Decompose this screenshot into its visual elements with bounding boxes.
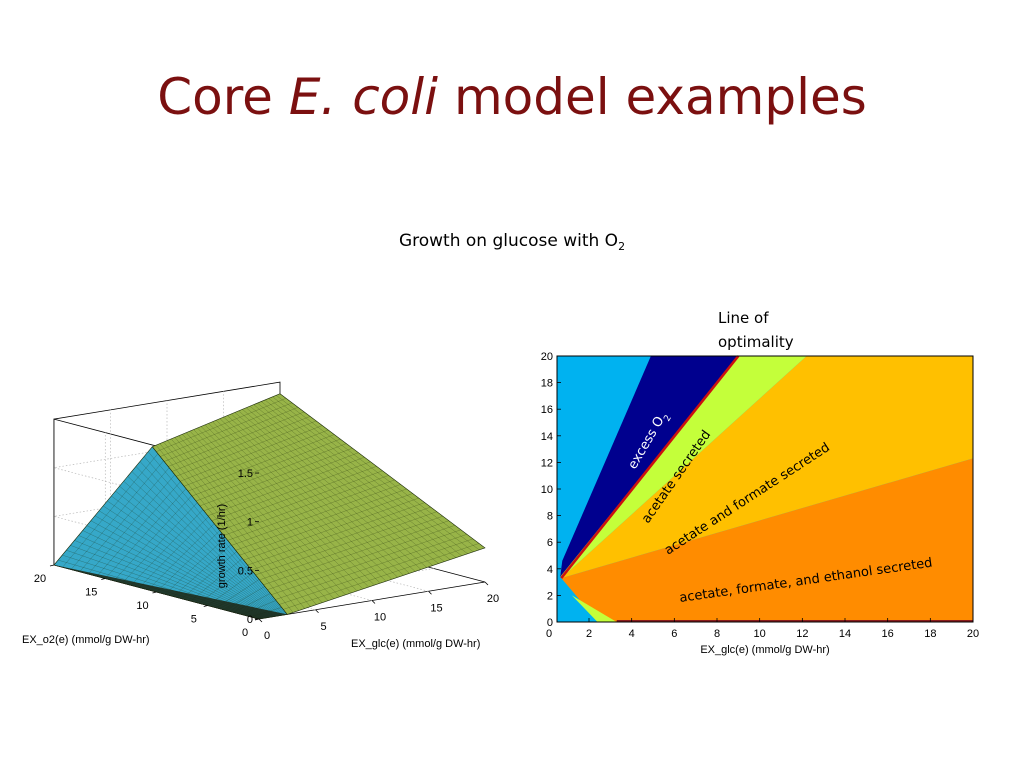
optimality-note: Line of optimality — [718, 306, 794, 354]
heat-y-tick-label: 4 — [547, 564, 553, 576]
heat-y-tick-label: 18 — [541, 378, 553, 390]
surface-y-tick — [152, 591, 157, 594]
surface-plateau-mesh — [155, 395, 480, 613]
surface-z-tick-label: 0.5 — [238, 565, 253, 577]
subtitle-text: Growth on glucose with O — [398, 231, 619, 251]
surface-y-tick-label: 10 — [136, 600, 148, 612]
surface-y-tick-label: 20 — [34, 573, 46, 585]
region-label-excess-o2-sub: 2 — [662, 414, 674, 424]
heat-x-tick-label: 12 — [796, 628, 808, 640]
subtitle-subscript: 2 — [618, 240, 626, 253]
heat-y-tick-label: 14 — [541, 431, 553, 443]
surface-x-tick-label: 5 — [320, 621, 326, 633]
heat-x-tick-label: 20 — [967, 628, 979, 640]
surface-y-tick — [101, 578, 106, 580]
surface-x-tick-label: 20 — [487, 593, 499, 605]
surface-y-tick-label: 15 — [85, 587, 97, 599]
slide-title: Core E. coli model examples — [0, 62, 1024, 132]
slide-subtitle: Growth on glucose with O2 — [0, 231, 1024, 253]
heat-y-tick-label: 12 — [541, 457, 553, 469]
surface-y-axis-label: EX_o2(e) (mmol/g DW-hr) — [22, 634, 150, 646]
line-of-optimality — [560, 355, 740, 579]
surface-x-tick-label: 10 — [374, 612, 386, 624]
heat-x-tick-label: 14 — [839, 628, 851, 640]
region-acetate-formate — [561, 356, 973, 579]
heat-x-tick-label: 10 — [754, 628, 766, 640]
heat-y-tick-label: 20 — [541, 351, 553, 363]
heat-x-tick-label: 8 — [714, 628, 720, 640]
surface-y-tick — [49, 564, 55, 567]
heat-y-tick-label: 6 — [547, 537, 553, 549]
heat-x-tick-label: 16 — [882, 628, 894, 640]
surface-z-tick-label: 1.5 — [238, 468, 253, 480]
region-acetate-sliver — [571, 595, 617, 622]
surface-x-tick — [315, 609, 319, 614]
surface-z-axis-label: growth rate (1/hr) — [216, 504, 228, 588]
surface-x-tick — [371, 600, 376, 604]
heat-x-tick-label: 4 — [629, 628, 635, 640]
heat-x-tick-label: 2 — [586, 628, 592, 640]
heat-x-tick-label: 6 — [671, 628, 677, 640]
title-suffix: model examples — [438, 68, 867, 126]
surface-y-tick-label: 0 — [242, 627, 248, 639]
surface-x-tick — [428, 590, 432, 595]
surface-x-tick — [258, 618, 263, 623]
heat-y-tick-label: 8 — [547, 511, 553, 523]
title-prefix: Core — [157, 68, 289, 126]
surface-y-tick — [203, 605, 208, 607]
heat-y-tick-label: 10 — [541, 484, 553, 496]
heat-x-axis-label: EX_glc(e) (mmol/g DW-hr) — [700, 644, 829, 656]
surface-x-tick-label: 0 — [264, 630, 270, 642]
optimality-note-line1: Line of — [718, 309, 769, 327]
surface-x-axis-label: EX_glc(e) (mmol/g DW-hr) — [351, 638, 480, 650]
surface-z-tick-label: 0 — [247, 614, 253, 626]
optimality-note-line2: optimality — [718, 333, 794, 351]
surface-z-tick-label: 1 — [247, 517, 253, 529]
heat-y-tick-label: 16 — [541, 404, 553, 416]
heat-x-tick-label: 18 — [924, 628, 936, 640]
heat-x-tick-label: 0 — [546, 628, 552, 640]
heat-y-tick-label: 0 — [547, 617, 553, 629]
region-acetate-formate-ethanol — [561, 458, 973, 622]
surface-plateau — [151, 393, 486, 615]
region-acetate — [560, 356, 807, 579]
surface-zero-region — [54, 565, 288, 619]
surface-x-tick-label: 15 — [430, 602, 442, 614]
surface-y-tick-label: 5 — [191, 614, 197, 626]
title-italic: E. coli — [288, 68, 439, 126]
surface-x-tick — [484, 581, 489, 586]
heat-y-tick-label: 2 — [547, 590, 553, 602]
